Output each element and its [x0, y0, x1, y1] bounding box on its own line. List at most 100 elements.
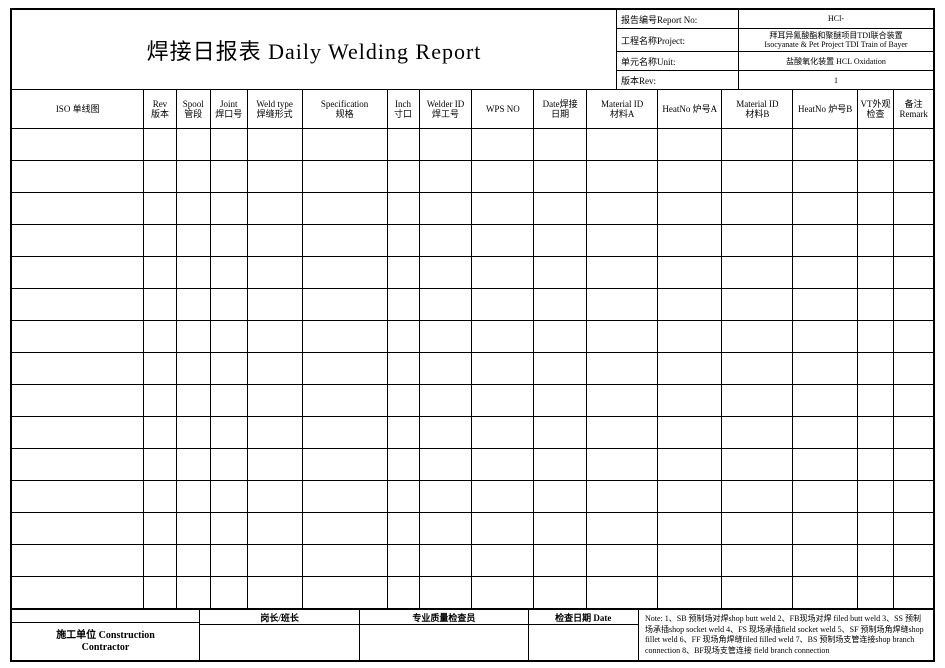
- table-cell: [302, 289, 387, 321]
- table-cell: [12, 353, 144, 385]
- meta-box: 报告编号Report No: HCl- 工程名称Project: 拜耳异氰酸酯和…: [617, 10, 933, 89]
- footer-sig-date-label: 检查日期 Date: [529, 610, 639, 624]
- table-cell: [658, 129, 722, 161]
- footer-signature-cols: 岗长/班长 专业质量检查员 检查日期 Date: [200, 610, 639, 660]
- table-cell: [302, 257, 387, 289]
- meta-value-rev: 1: [739, 71, 933, 89]
- data-table: ISO 单线图Rev版本Spool管段Joint焊口号Weld type焊缝形式…: [12, 90, 933, 609]
- table-cell: [472, 577, 534, 609]
- table-cell: [793, 577, 857, 609]
- table-cell: [419, 385, 472, 417]
- col-header-weldtype: Weld type焊缝形式: [247, 90, 302, 129]
- table-cell: [534, 193, 587, 225]
- table-cell: [144, 449, 176, 481]
- table-cell: [722, 481, 793, 513]
- table-cell: [247, 321, 302, 353]
- table-cell: [144, 417, 176, 449]
- table-cell: [302, 129, 387, 161]
- form-frame: 焊接日报表 Daily Welding Report 报告编号Report No…: [10, 8, 935, 662]
- table-cell: [722, 161, 793, 193]
- table-cell: [176, 225, 210, 257]
- table-cell: [793, 193, 857, 225]
- footer-note: Note: 1、SB 预制场对焊shop butt weld 2、FB现场对焊 …: [639, 610, 933, 660]
- table-cell: [793, 449, 857, 481]
- table-cell: [793, 129, 857, 161]
- table-cell: [176, 161, 210, 193]
- col-header-heatB: HeatNo 炉号B: [793, 90, 857, 129]
- table-cell: [12, 545, 144, 577]
- table-cell: [587, 129, 658, 161]
- table-cell: [857, 449, 894, 481]
- table-cell: [144, 481, 176, 513]
- table-cell: [587, 385, 658, 417]
- table-cell: [658, 417, 722, 449]
- table-cell: [176, 481, 210, 513]
- table-cell: [793, 257, 857, 289]
- table-cell: [587, 545, 658, 577]
- table-cell: [857, 385, 894, 417]
- table-cell: [857, 161, 894, 193]
- table-cell: [210, 449, 247, 481]
- table-cell: [247, 225, 302, 257]
- table-cell: [793, 417, 857, 449]
- table-cell: [144, 129, 176, 161]
- table-cell: [472, 193, 534, 225]
- table-cell: [534, 513, 587, 545]
- table-cell: [857, 513, 894, 545]
- table-cell: [419, 225, 472, 257]
- table-row: [12, 257, 933, 289]
- table-cell: [387, 481, 419, 513]
- table-cell: [302, 481, 387, 513]
- table-cell: [210, 417, 247, 449]
- table-cell: [247, 289, 302, 321]
- table-cell: [210, 129, 247, 161]
- table-cell: [658, 353, 722, 385]
- table-cell: [722, 257, 793, 289]
- table-cell: [587, 449, 658, 481]
- col-header-spool: Spool管段: [176, 90, 210, 129]
- table-cell: [472, 129, 534, 161]
- table-cell: [210, 289, 247, 321]
- table-cell: [387, 289, 419, 321]
- table-cell: [658, 513, 722, 545]
- table-cell: [587, 193, 658, 225]
- table-cell: [210, 161, 247, 193]
- table-cell: [722, 513, 793, 545]
- table-cell: [534, 129, 587, 161]
- table-row: [12, 129, 933, 161]
- table-cell: [210, 545, 247, 577]
- table-cell: [894, 193, 933, 225]
- table-cell: [247, 129, 302, 161]
- table-cell: [857, 577, 894, 609]
- meta-row-report-no: 报告编号Report No: HCl-: [617, 10, 933, 29]
- meta-row-unit: 单元名称Unit: 盐酸氧化装置 HCL Oxidation: [617, 52, 933, 71]
- meta-row-rev: 版本Rev: 1: [617, 71, 933, 89]
- table-cell: [658, 225, 722, 257]
- table-cell: [793, 513, 857, 545]
- table-cell: [894, 385, 933, 417]
- table-cell: [857, 289, 894, 321]
- table-cell: [587, 257, 658, 289]
- table-cell: [722, 385, 793, 417]
- table-cell: [534, 577, 587, 609]
- col-header-rev: Rev版本: [144, 90, 176, 129]
- table-cell: [793, 289, 857, 321]
- table-cell: [587, 289, 658, 321]
- table-cell: [894, 321, 933, 353]
- meta-value-report-no: HCl-: [739, 10, 933, 28]
- table-cell: [387, 353, 419, 385]
- table-cell: [176, 129, 210, 161]
- table-cell: [144, 577, 176, 609]
- table-cell: [12, 449, 144, 481]
- table-row: [12, 577, 933, 609]
- table-cell: [12, 225, 144, 257]
- table-cell: [302, 353, 387, 385]
- table-cell: [247, 161, 302, 193]
- col-header-iso: ISO 单线图: [12, 90, 144, 129]
- table-cell: [894, 449, 933, 481]
- col-header-heatA: HeatNo 炉号A: [658, 90, 722, 129]
- table-cell: [176, 513, 210, 545]
- table-cell: [658, 193, 722, 225]
- table-cell: [658, 577, 722, 609]
- table-cell: [658, 545, 722, 577]
